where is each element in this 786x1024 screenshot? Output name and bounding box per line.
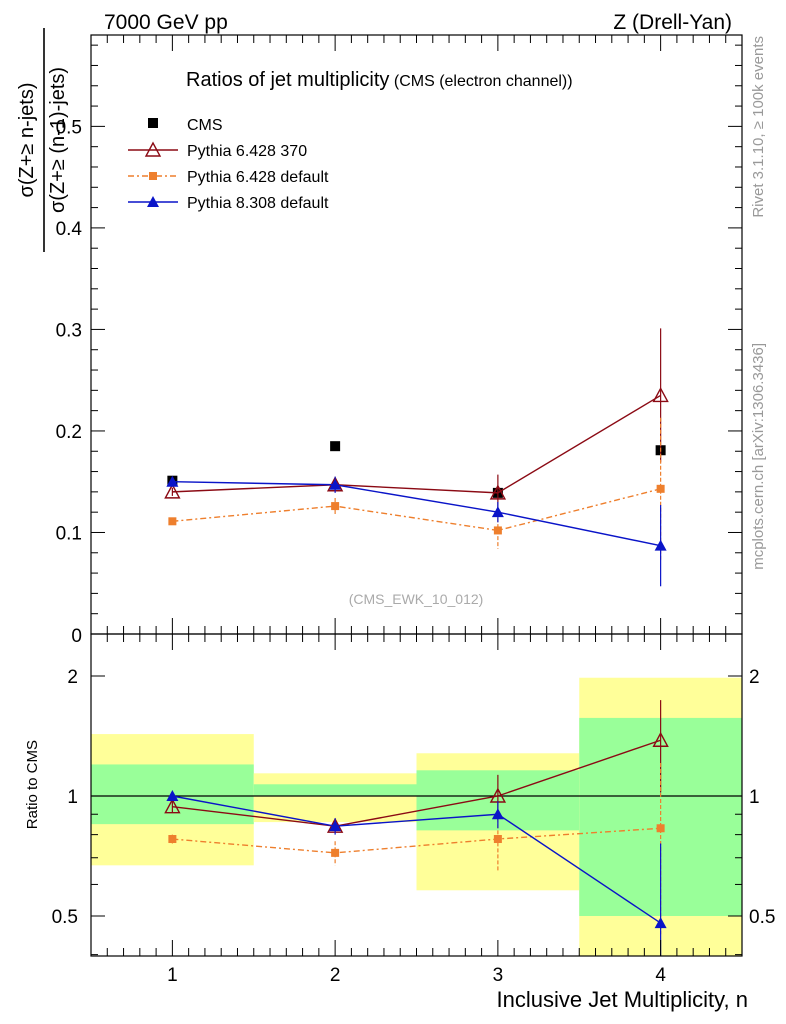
ratio-point-1-1 [331, 848, 340, 857]
main-series-layer [164, 328, 669, 587]
legend-marker-cms [148, 118, 158, 128]
legend: CMS Pythia 6.428 370 Pythia 6.428 default… [128, 117, 329, 212]
ratio-y-tick-label-right: 1 [749, 787, 760, 808]
ratio-y-tick-label: 1 [67, 787, 78, 808]
ratio-band-inner-2 [253, 784, 417, 796]
chart-subtitle: (CMS (electron channel)) [394, 73, 573, 90]
x-tick-label: 1 [167, 965, 178, 986]
main-series-1 [168, 417, 665, 560]
axis-tick-labels: 0.1 0.2 0.3 0.4 0.5 0 1 2 3 4 0.5 0.5 1 1 2 2 [52, 117, 776, 986]
ratio-point-1-3 [656, 824, 665, 833]
main-series-line-1 [172, 488, 661, 532]
y-axis-numerator: σ(Z+≥ n-jets) [16, 83, 38, 198]
rivet-label: Rivet 3.1.10, ≥ 100k events [750, 36, 767, 218]
main-point-2-2 [491, 506, 504, 518]
ratio-y-axis-label: Ratio to CMS [24, 740, 41, 829]
ratio-series-line-2 [172, 795, 662, 924]
ratio-uncertainty-bands [91, 677, 742, 956]
chart-title-line: Ratios of jet multiplicity (CMS (electro… [186, 69, 573, 91]
legend-marker-0 [144, 141, 162, 157]
ratio-point-2-2 [491, 808, 504, 820]
mcplots-label: mcplots.cern.ch [arXiv:1306.3436] [750, 343, 767, 570]
analysis-watermark: (CMS_EWK_10_012) [349, 591, 484, 607]
main-y-tick-label-zero: 0 [71, 626, 82, 647]
x-tick-label: 2 [330, 965, 341, 986]
ratio-y-tick-label: 0.5 [52, 907, 78, 928]
energy-label: 7000 GeV pp [104, 11, 228, 34]
ratio-series-layer [164, 700, 669, 956]
main-series-2 [166, 475, 667, 587]
main-point-1-1 [331, 502, 340, 511]
ratio-point-0-3 [652, 731, 669, 747]
y-axis-denominator: σ(Z+≥ (n-1)-jets) [47, 67, 69, 213]
main-point-2-0 [166, 475, 179, 487]
main-point-2-3 [654, 539, 667, 551]
legend-label-2: Pythia 8.308 default [187, 195, 329, 212]
legend-label-cms: CMS [187, 117, 223, 134]
main-point-0-3 [652, 386, 669, 403]
ratio-point-2-1 [329, 820, 342, 832]
main-point-1-0 [168, 517, 177, 526]
main-series-line-0 [172, 394, 661, 494]
x-tick-label: 4 [655, 965, 666, 986]
main-point-0-2 [489, 484, 507, 500]
ratio-y-tick-label: 2 [67, 667, 78, 688]
legend-marker-2 [147, 196, 159, 207]
y-axis-label: σ(Z+≥ n-jets) σ(Z+≥ (n-1)-jets) [16, 28, 69, 252]
main-y-tick-label: 0.5 [56, 117, 82, 138]
chart-title: Ratios of jet multiplicity [186, 69, 389, 91]
ratio-series-line-0 [172, 739, 661, 827]
main-y-tick-label: 0.1 [56, 523, 82, 544]
ratio-y-tick-label-right: 2 [749, 667, 760, 688]
ratio-point-0-0 [164, 798, 181, 814]
x-axis-label: Inclusive Jet Multiplicity, n [497, 987, 748, 1012]
ratio-y-tick-label-right: 0.5 [749, 907, 775, 928]
x-tick-label: 3 [493, 965, 504, 986]
main-point-0-0 [164, 483, 181, 499]
main-point-2-1 [329, 478, 342, 490]
main-point-1-3 [656, 484, 665, 493]
main-y-tick-label: 0.2 [56, 422, 82, 443]
main-series-line-2 [172, 481, 661, 547]
ratio-band-outer-2 [253, 773, 417, 823]
axis-ticks [90, 35, 743, 956]
ratio-point-2-0 [166, 790, 179, 801]
ratio-series-line-1 [172, 827, 661, 854]
process-label: Z (Drell-Yan) [613, 11, 732, 34]
main-point-1-2 [493, 526, 502, 535]
ratio-series-2 [166, 790, 667, 956]
legend-marker-1 [149, 172, 157, 180]
ratio-point-2-3 [654, 917, 667, 929]
cms-data-point-2 [330, 441, 341, 452]
main-y-tick-label: 0.3 [56, 320, 82, 341]
ratio-point-1-0 [168, 835, 177, 844]
ratio-point-1-2 [493, 835, 502, 844]
legend-label-0: Pythia 6.428 370 [187, 143, 307, 160]
main-y-tick-label: 0.4 [56, 219, 83, 240]
main-series-0 [164, 328, 669, 512]
legend-label-1: Pythia 6.428 default [187, 169, 329, 186]
